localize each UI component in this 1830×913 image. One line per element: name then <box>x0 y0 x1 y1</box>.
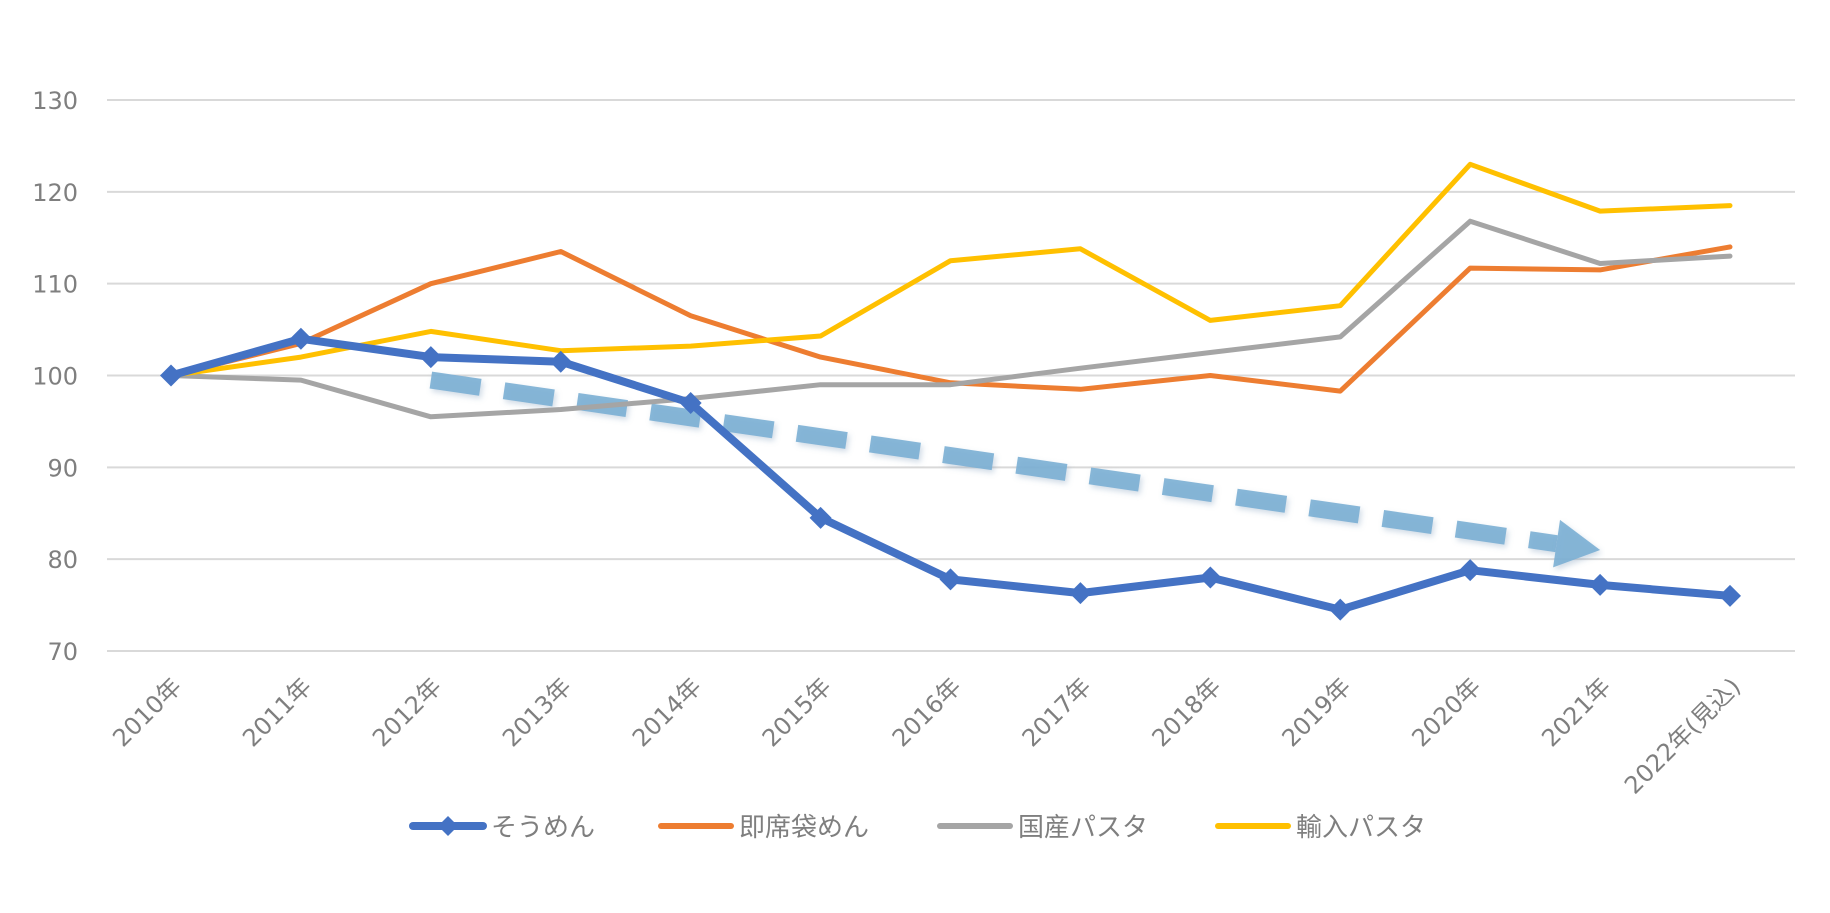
data-point-marker <box>419 346 442 369</box>
data-point-marker <box>1069 582 1092 605</box>
data-point-marker <box>679 392 702 415</box>
y-tick-label: 100 <box>32 363 78 391</box>
trend-arrow-shaft <box>429 371 1558 553</box>
x-tick-label: 2018年 <box>1147 672 1227 752</box>
y-tick-label: 90 <box>47 454 78 482</box>
data-point-marker <box>809 506 832 529</box>
series-line-1 <box>168 244 1733 394</box>
series-lines <box>160 161 1741 621</box>
data-point-marker <box>1329 598 1352 621</box>
x-tick-label: 2014年 <box>627 672 707 752</box>
data-point-marker <box>1199 566 1222 589</box>
legend-label: 輸入パスタ <box>1296 813 1426 843</box>
series-line-3 <box>168 161 1733 378</box>
y-axis: 70 80 90 100 110 120 130 <box>32 87 78 666</box>
x-tick-label: 2012年 <box>367 672 447 752</box>
trend-arrow-head <box>1553 519 1601 568</box>
legend-label: 国産パスタ <box>1018 813 1148 843</box>
data-point-marker <box>549 350 572 373</box>
legend-label: そうめん <box>491 813 595 843</box>
x-tick-label: 2022年(見込) <box>1619 672 1746 799</box>
legend-marker <box>438 816 458 836</box>
x-tick-label: 2010年 <box>107 672 187 752</box>
x-tick-label: 2019年 <box>1277 672 1357 752</box>
data-point-marker <box>1589 573 1612 596</box>
y-tick-label: 80 <box>47 546 78 574</box>
y-tick-label: 70 <box>47 638 78 666</box>
data-point-marker <box>1459 559 1482 582</box>
y-tick-label: 120 <box>32 179 78 207</box>
x-tick-label: 2011年 <box>237 672 317 752</box>
legend: そうめん 即席袋めん 国産パスタ 輸入パスタ <box>409 813 1426 843</box>
x-tick-label: 2016年 <box>887 672 967 752</box>
x-tick-label: 2013年 <box>497 672 577 752</box>
data-point-marker <box>289 327 312 350</box>
y-tick-label: 130 <box>32 87 78 115</box>
y-tick-label: 110 <box>32 271 78 299</box>
x-tick-label: 2021年 <box>1536 672 1616 752</box>
data-point-marker <box>939 568 962 591</box>
x-tick-label: 2020年 <box>1406 672 1486 752</box>
data-point-marker <box>160 364 182 387</box>
x-tick-label: 2017年 <box>1017 672 1097 752</box>
legend-label: 即席袋めん <box>739 813 869 843</box>
data-point-marker <box>1719 584 1741 607</box>
series-line-2 <box>168 218 1733 420</box>
x-tick-label: 2015年 <box>757 672 837 752</box>
gridlines <box>107 99 1795 652</box>
trend-arrow <box>429 371 1601 568</box>
x-axis: 2010年 2011年 2012年 2013年 2014年 2015年 2016年 2017年… <box>107 672 1746 799</box>
